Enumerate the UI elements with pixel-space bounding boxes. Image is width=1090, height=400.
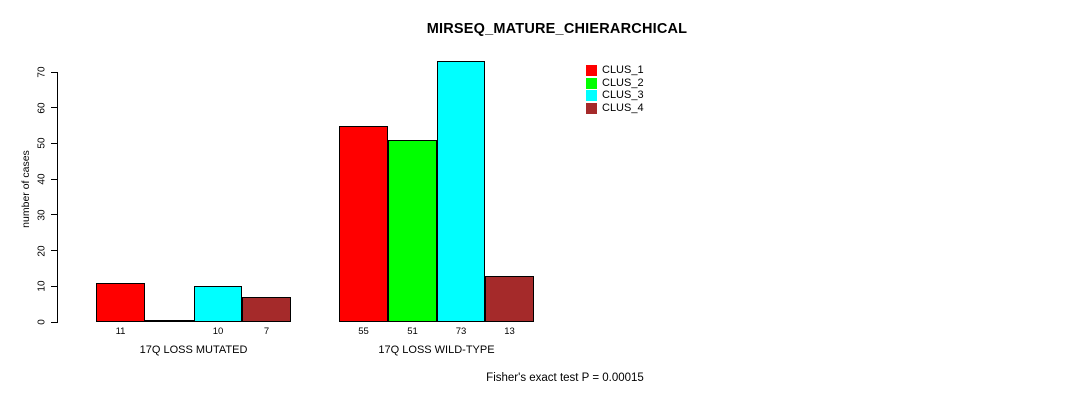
bar-value-label: 10 [212,326,224,337]
y-tick-label: 40 [36,173,48,185]
y-tick [51,178,57,180]
y-tick [51,142,57,144]
bar-value-label: 73 [455,326,467,337]
legend-item-clus_3: CLUS_3 [586,90,644,103]
bar-value-label: 7 [263,326,270,337]
legend-swatch-clus_3 [586,90,597,102]
group-label-1: 17Q LOSS MUTATED [139,344,248,356]
y-tick-label: 60 [36,102,48,114]
y-tick-label: 0 [36,319,48,325]
y-tick [51,285,57,287]
legend-item-clus_1: CLUS_1 [586,64,644,77]
y-axis-label: number of cases [20,150,32,228]
bar-clus_3-group1 [194,286,242,322]
group-label-2: 17Q LOSS WILD-TYPE [378,344,495,356]
y-tick [51,250,57,252]
y-tick-label: 70 [36,66,48,78]
bar-clus_4-group2 [485,276,534,322]
bar-value-label: 11 [115,326,126,337]
bar-value-label: 55 [358,326,369,337]
y-tick [51,214,57,216]
legend-label: CLUS_3 [602,89,644,102]
y-tick [51,71,57,73]
legend-label: CLUS_1 [602,63,644,76]
legend-label: CLUS_2 [602,76,644,89]
legend-swatch-clus_4 [586,103,597,115]
legend-label: CLUS_4 [602,102,644,115]
chart-title: MIRSEQ_MATURE_CHIERARCHICAL [426,21,688,37]
y-tick-label: 50 [36,137,48,149]
bar-clus_4-group1 [242,297,291,322]
bar-clus_2-group2 [388,140,437,322]
legend-swatch-clus_1 [586,64,597,76]
bar-clus_1-group2 [339,126,388,322]
legend-swatch-clus_2 [586,77,597,89]
bar-value-label: 13 [504,326,515,337]
bar-clus_2-group1-zero [145,320,194,322]
y-tick-label: 10 [36,280,48,292]
fisher-test-annotation: Fisher's exact test P = 0.00015 [486,372,644,384]
legend-item-clus_4: CLUS_4 [586,102,644,115]
y-tick-label: 30 [36,209,48,221]
y-tick [51,107,57,109]
bar-clus_1-group1 [96,283,145,322]
y-tick-label: 20 [36,245,48,257]
bar-value-label: 51 [407,326,418,337]
y-tick [51,321,57,323]
y-axis-line [57,72,58,323]
legend: CLUS_1 CLUS_2 CLUS_3 CLUS_4 [586,64,644,115]
bar-clus_3-group2 [437,61,485,322]
legend-item-clus_2: CLUS_2 [586,77,644,90]
